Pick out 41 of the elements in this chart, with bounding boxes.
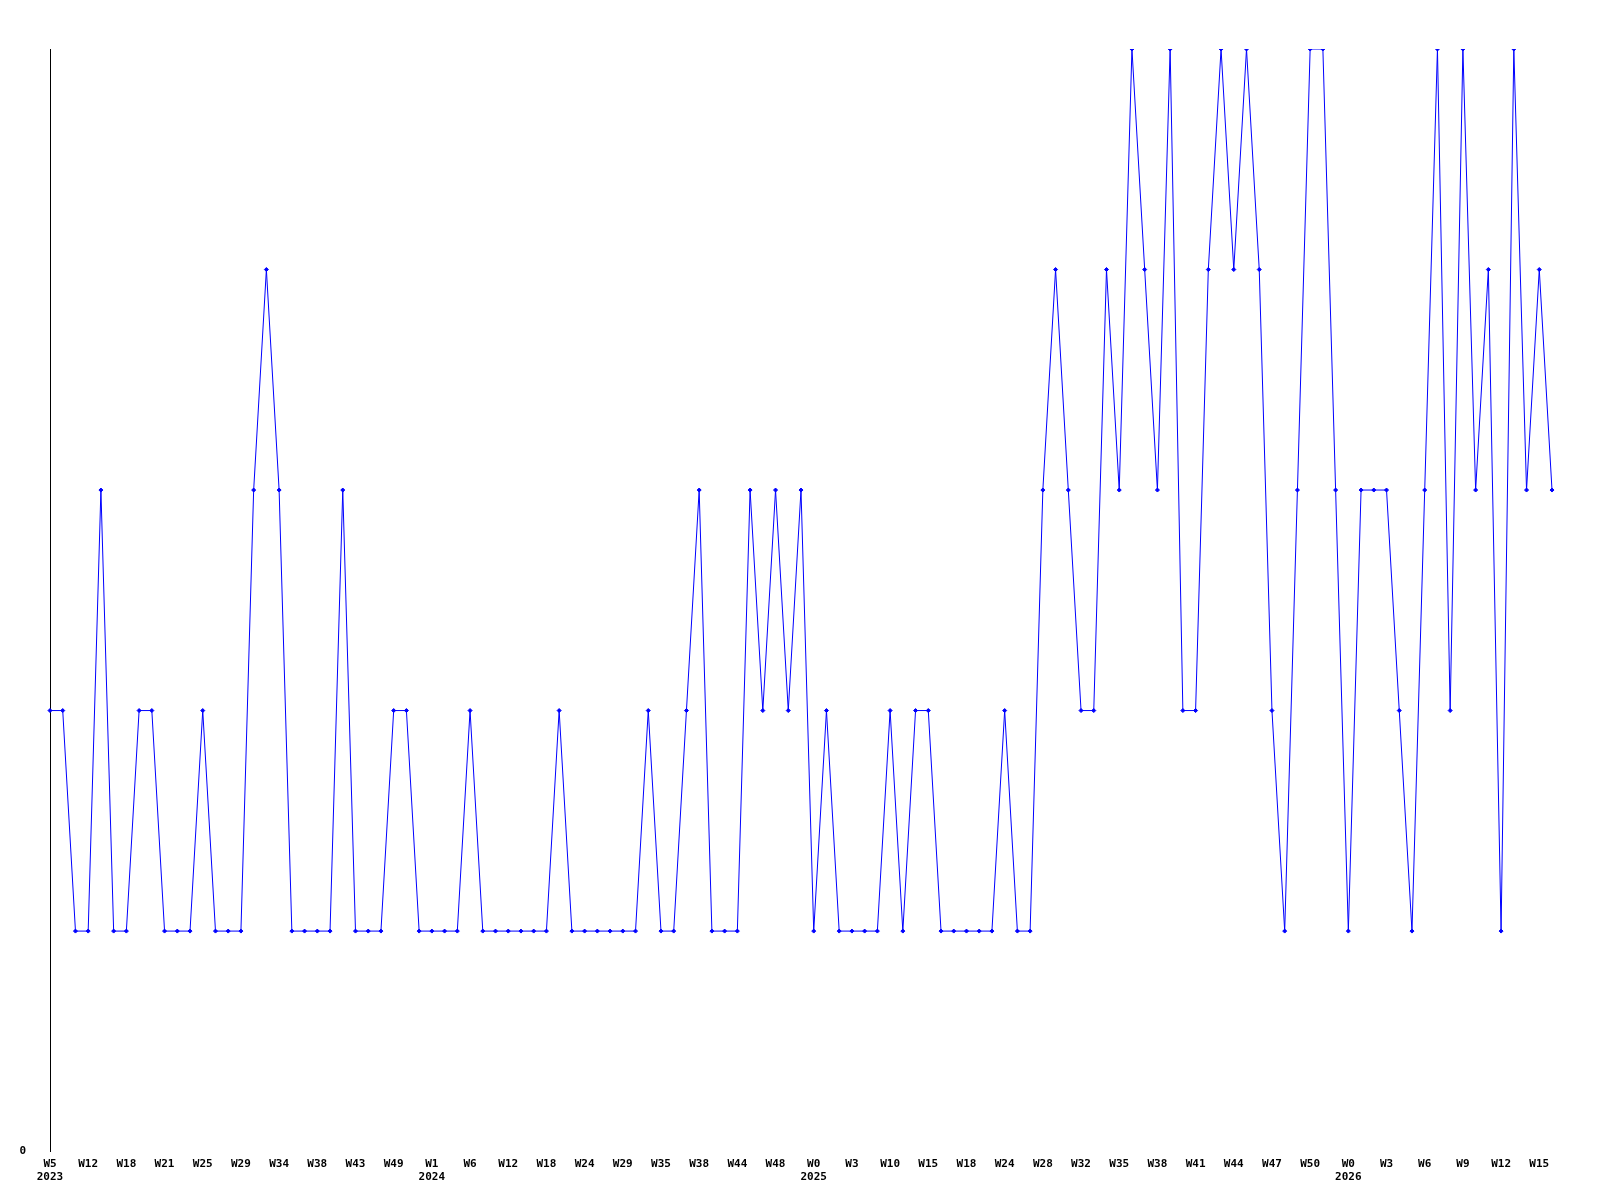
x-tick-label: W5 2023 [36, 1157, 64, 1184]
x-tick-label: W3 [845, 1157, 859, 1171]
x-tick-label: W48 [765, 1157, 786, 1171]
x-tick-label: W35 [651, 1157, 671, 1171]
x-tick-label: W18 [536, 1157, 557, 1171]
x-tick-label: W18 [956, 1157, 977, 1171]
x-tick-label: W0 2025 [800, 1157, 827, 1184]
x-tick-label: W12 [1491, 1157, 1512, 1171]
x-tick-label: W25 [192, 1157, 213, 1171]
x-tick-label: W34 [269, 1157, 290, 1171]
x-tick-label: W49 [383, 1157, 404, 1171]
x-tick-label: W12 [498, 1157, 519, 1171]
x-tick-label: W12 [78, 1157, 99, 1171]
x-tick-label: W38 [689, 1157, 710, 1171]
x-tick-label: W15 [918, 1157, 939, 1171]
x-tick-label: W43 [345, 1157, 366, 1171]
x-tick-label: W47 [1262, 1157, 1282, 1171]
x-tick-label: W41 [1185, 1157, 1206, 1171]
x-tick-label: W24 [994, 1157, 1015, 1171]
x-tick-label: W18 [116, 1157, 137, 1171]
x-tick-label: W35 [1109, 1157, 1130, 1171]
x-tick-label: W50 [1300, 1157, 1321, 1171]
x-tick-label: W44 [727, 1157, 748, 1171]
x-tick-label: W38 [1147, 1157, 1168, 1171]
x-tick-label: W44 [1223, 1157, 1245, 1171]
x-tick-label: W32 [1071, 1157, 1091, 1171]
x-tick-label: W1 2024 [418, 1157, 446, 1184]
x-tick-label: W21 [154, 1157, 175, 1171]
x-tick-label: W10 [880, 1157, 901, 1171]
x-tick-label: W6 [463, 1157, 478, 1171]
x-tick-label: W15 [1529, 1157, 1550, 1171]
x-tick-label: W28 [1032, 1157, 1053, 1171]
x-tick-label: W24 [574, 1157, 595, 1171]
x-tick-label: W3 [1379, 1157, 1394, 1171]
x-tick-label: W29 [612, 1157, 633, 1171]
x-tick-label: W0 2026 [1335, 1157, 1362, 1184]
x-tick-label: W38 [307, 1157, 328, 1171]
x-tick-label: W6 [1418, 1157, 1432, 1171]
x-tick-label: W29 [230, 1157, 251, 1171]
x-tick-label: W9 [1456, 1157, 1470, 1171]
text: 0 [19, 1144, 26, 1158]
